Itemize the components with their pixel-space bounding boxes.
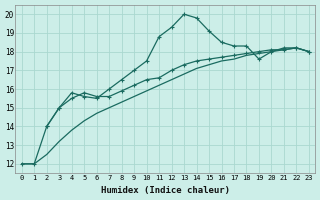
X-axis label: Humidex (Indice chaleur): Humidex (Indice chaleur) <box>101 186 230 195</box>
